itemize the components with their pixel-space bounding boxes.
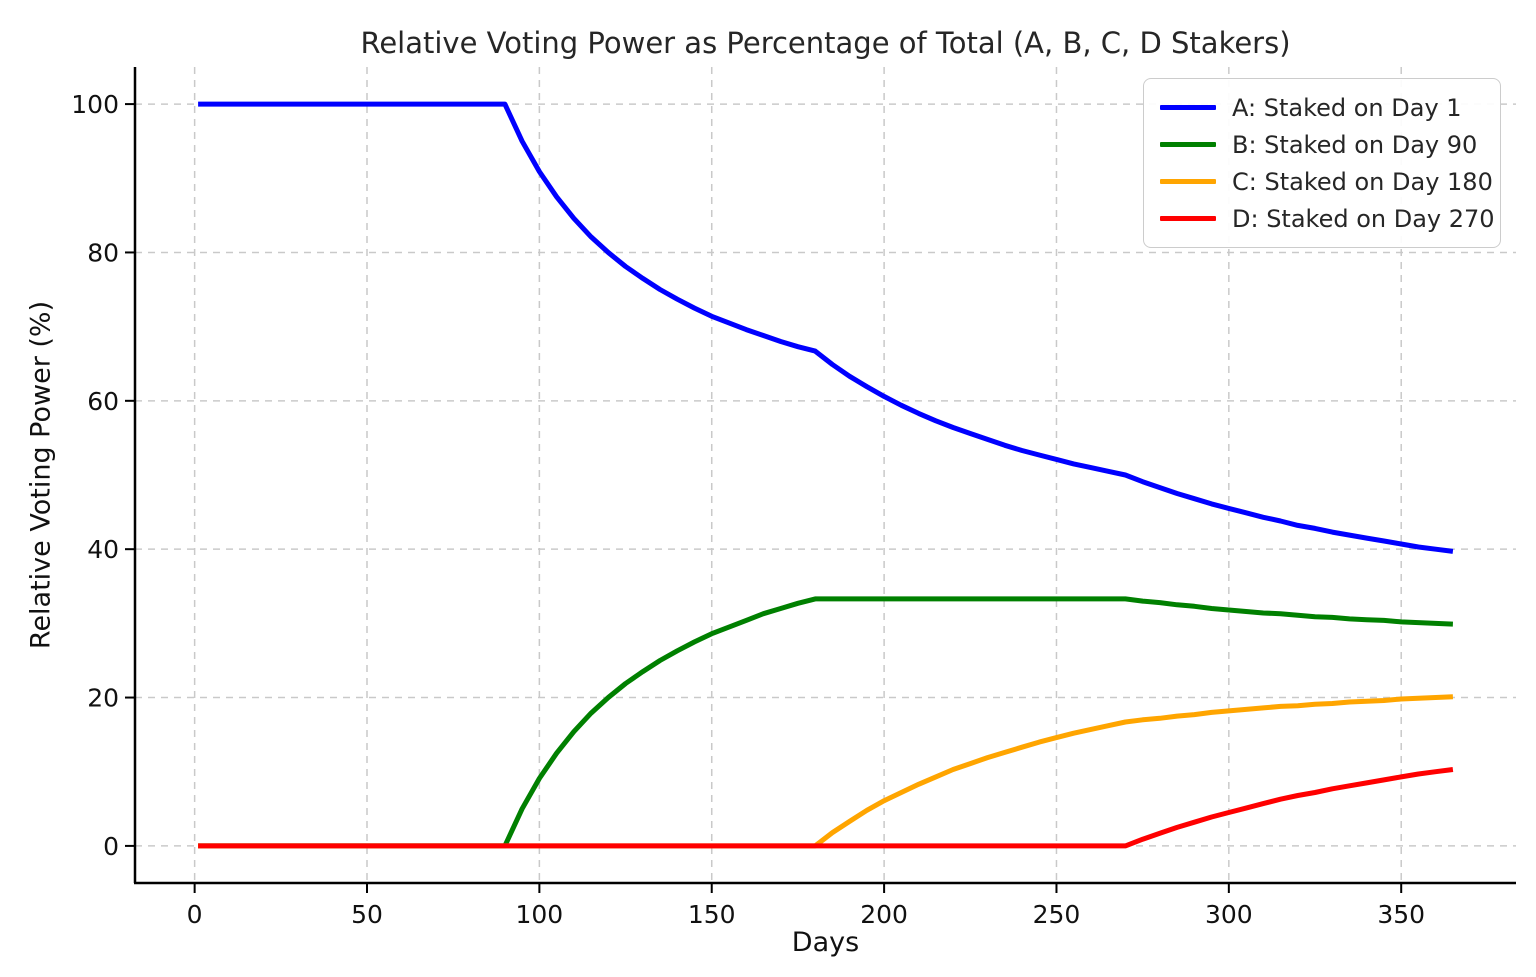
svg-text:350: 350 xyxy=(1377,900,1425,929)
legend-item-d: D: Staked on Day 270 xyxy=(1160,200,1495,237)
legend-item-c: C: Staked on Day 180 xyxy=(1160,163,1493,200)
series-line-3 xyxy=(198,767,1454,849)
series-line-2 xyxy=(198,694,1454,849)
svg-text:250: 250 xyxy=(1033,900,1081,929)
svg-text:40: 40 xyxy=(87,535,119,564)
legend-line-swatch-d xyxy=(1160,216,1216,221)
svg-text:200: 200 xyxy=(860,900,908,929)
legend-line-swatch-c xyxy=(1160,179,1216,184)
svg-text:150: 150 xyxy=(688,900,736,929)
x-axis-label: Days xyxy=(791,927,860,958)
svg-text:80: 80 xyxy=(87,238,119,267)
legend: A: Staked on Day 1 B: Staked on Day 90 C… xyxy=(1143,78,1501,248)
svg-text:0: 0 xyxy=(103,832,119,861)
legend-item-a: A: Staked on Day 1 xyxy=(1160,89,1484,126)
legend-line-swatch-a xyxy=(1160,105,1216,110)
legend-label-d: D: Staked on Day 270 xyxy=(1232,204,1495,233)
svg-text:60: 60 xyxy=(87,387,119,416)
svg-text:20: 20 xyxy=(87,684,119,713)
legend-item-b: B: Staked on Day 90 xyxy=(1160,126,1484,163)
chart-title: Relative Voting Power as Percentage of T… xyxy=(360,26,1291,60)
svg-text:300: 300 xyxy=(1205,900,1253,929)
svg-text:100: 100 xyxy=(516,900,564,929)
series-line-1 xyxy=(198,596,1454,849)
legend-label-b: B: Staked on Day 90 xyxy=(1232,130,1478,159)
svg-text:50: 50 xyxy=(351,900,383,929)
legend-label-c: C: Staked on Day 180 xyxy=(1232,167,1493,196)
series-line-0 xyxy=(198,101,1454,554)
legend-label-a: A: Staked on Day 1 xyxy=(1232,93,1462,122)
y-axis-label: Relative Voting Power (%) xyxy=(25,300,57,650)
svg-text:0: 0 xyxy=(187,900,203,929)
legend-line-swatch-b xyxy=(1160,142,1216,147)
svg-text:100: 100 xyxy=(71,90,119,119)
